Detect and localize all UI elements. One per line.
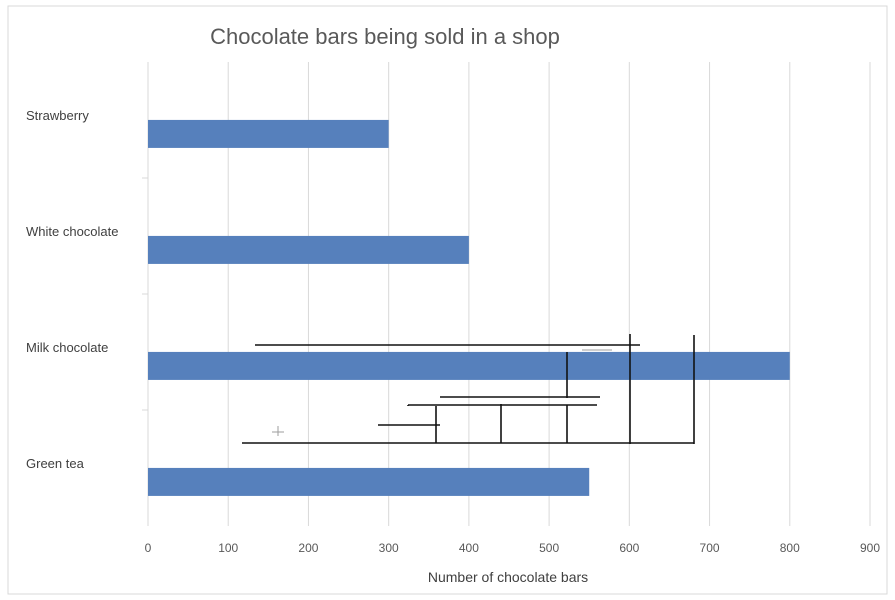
x-tick-label: 200 xyxy=(298,541,318,555)
x-tick-label: 800 xyxy=(780,541,800,555)
x-tick-label: 500 xyxy=(539,541,559,555)
x-tick-label: 400 xyxy=(459,541,479,555)
category-label: Green tea xyxy=(26,456,85,471)
category-labels: Strawberry White chocolate Milk chocolate G… xyxy=(26,108,119,471)
category-label: Milk chocolate xyxy=(26,340,108,355)
x-tick-labels: 0 100 200 300 400 500 600 700 800 900 xyxy=(145,541,881,555)
category-label: Strawberry xyxy=(26,108,89,123)
x-tick-label: 300 xyxy=(379,541,399,555)
bar xyxy=(148,235,469,264)
bar xyxy=(148,119,389,148)
x-axis-label: Number of chocolate bars xyxy=(428,569,588,585)
chart-title: Chocolate bars being sold in a shop xyxy=(210,24,560,49)
bar xyxy=(148,351,790,380)
annotation-scribbles xyxy=(242,334,695,444)
chart-area-border xyxy=(7,5,888,595)
bar-series xyxy=(148,119,790,496)
bar xyxy=(148,467,590,496)
category-label: White chocolate xyxy=(26,224,119,239)
x-tick-label: 900 xyxy=(860,541,880,555)
x-tick-label: 100 xyxy=(218,541,238,555)
x-tick-label: 700 xyxy=(700,541,720,555)
x-tick-label: 600 xyxy=(619,541,639,555)
x-tick-label: 0 xyxy=(145,541,152,555)
